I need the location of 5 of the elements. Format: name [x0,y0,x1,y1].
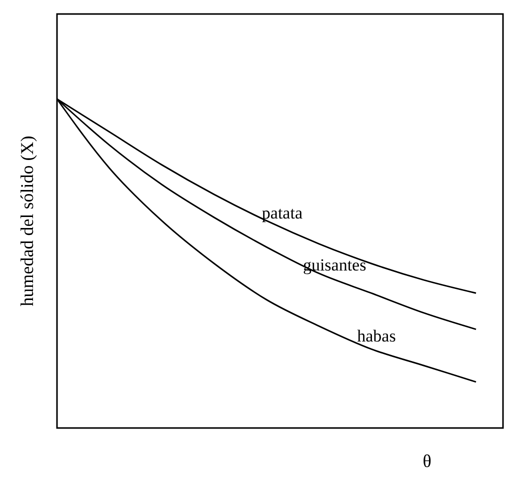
x-axis-title: θ [422,451,432,471]
series-label: patata [262,204,303,223]
series-label: habas [357,326,396,346]
y-axis-title: humedad del sólido (X) [17,136,37,306]
series-label: guisantes [302,255,366,274]
